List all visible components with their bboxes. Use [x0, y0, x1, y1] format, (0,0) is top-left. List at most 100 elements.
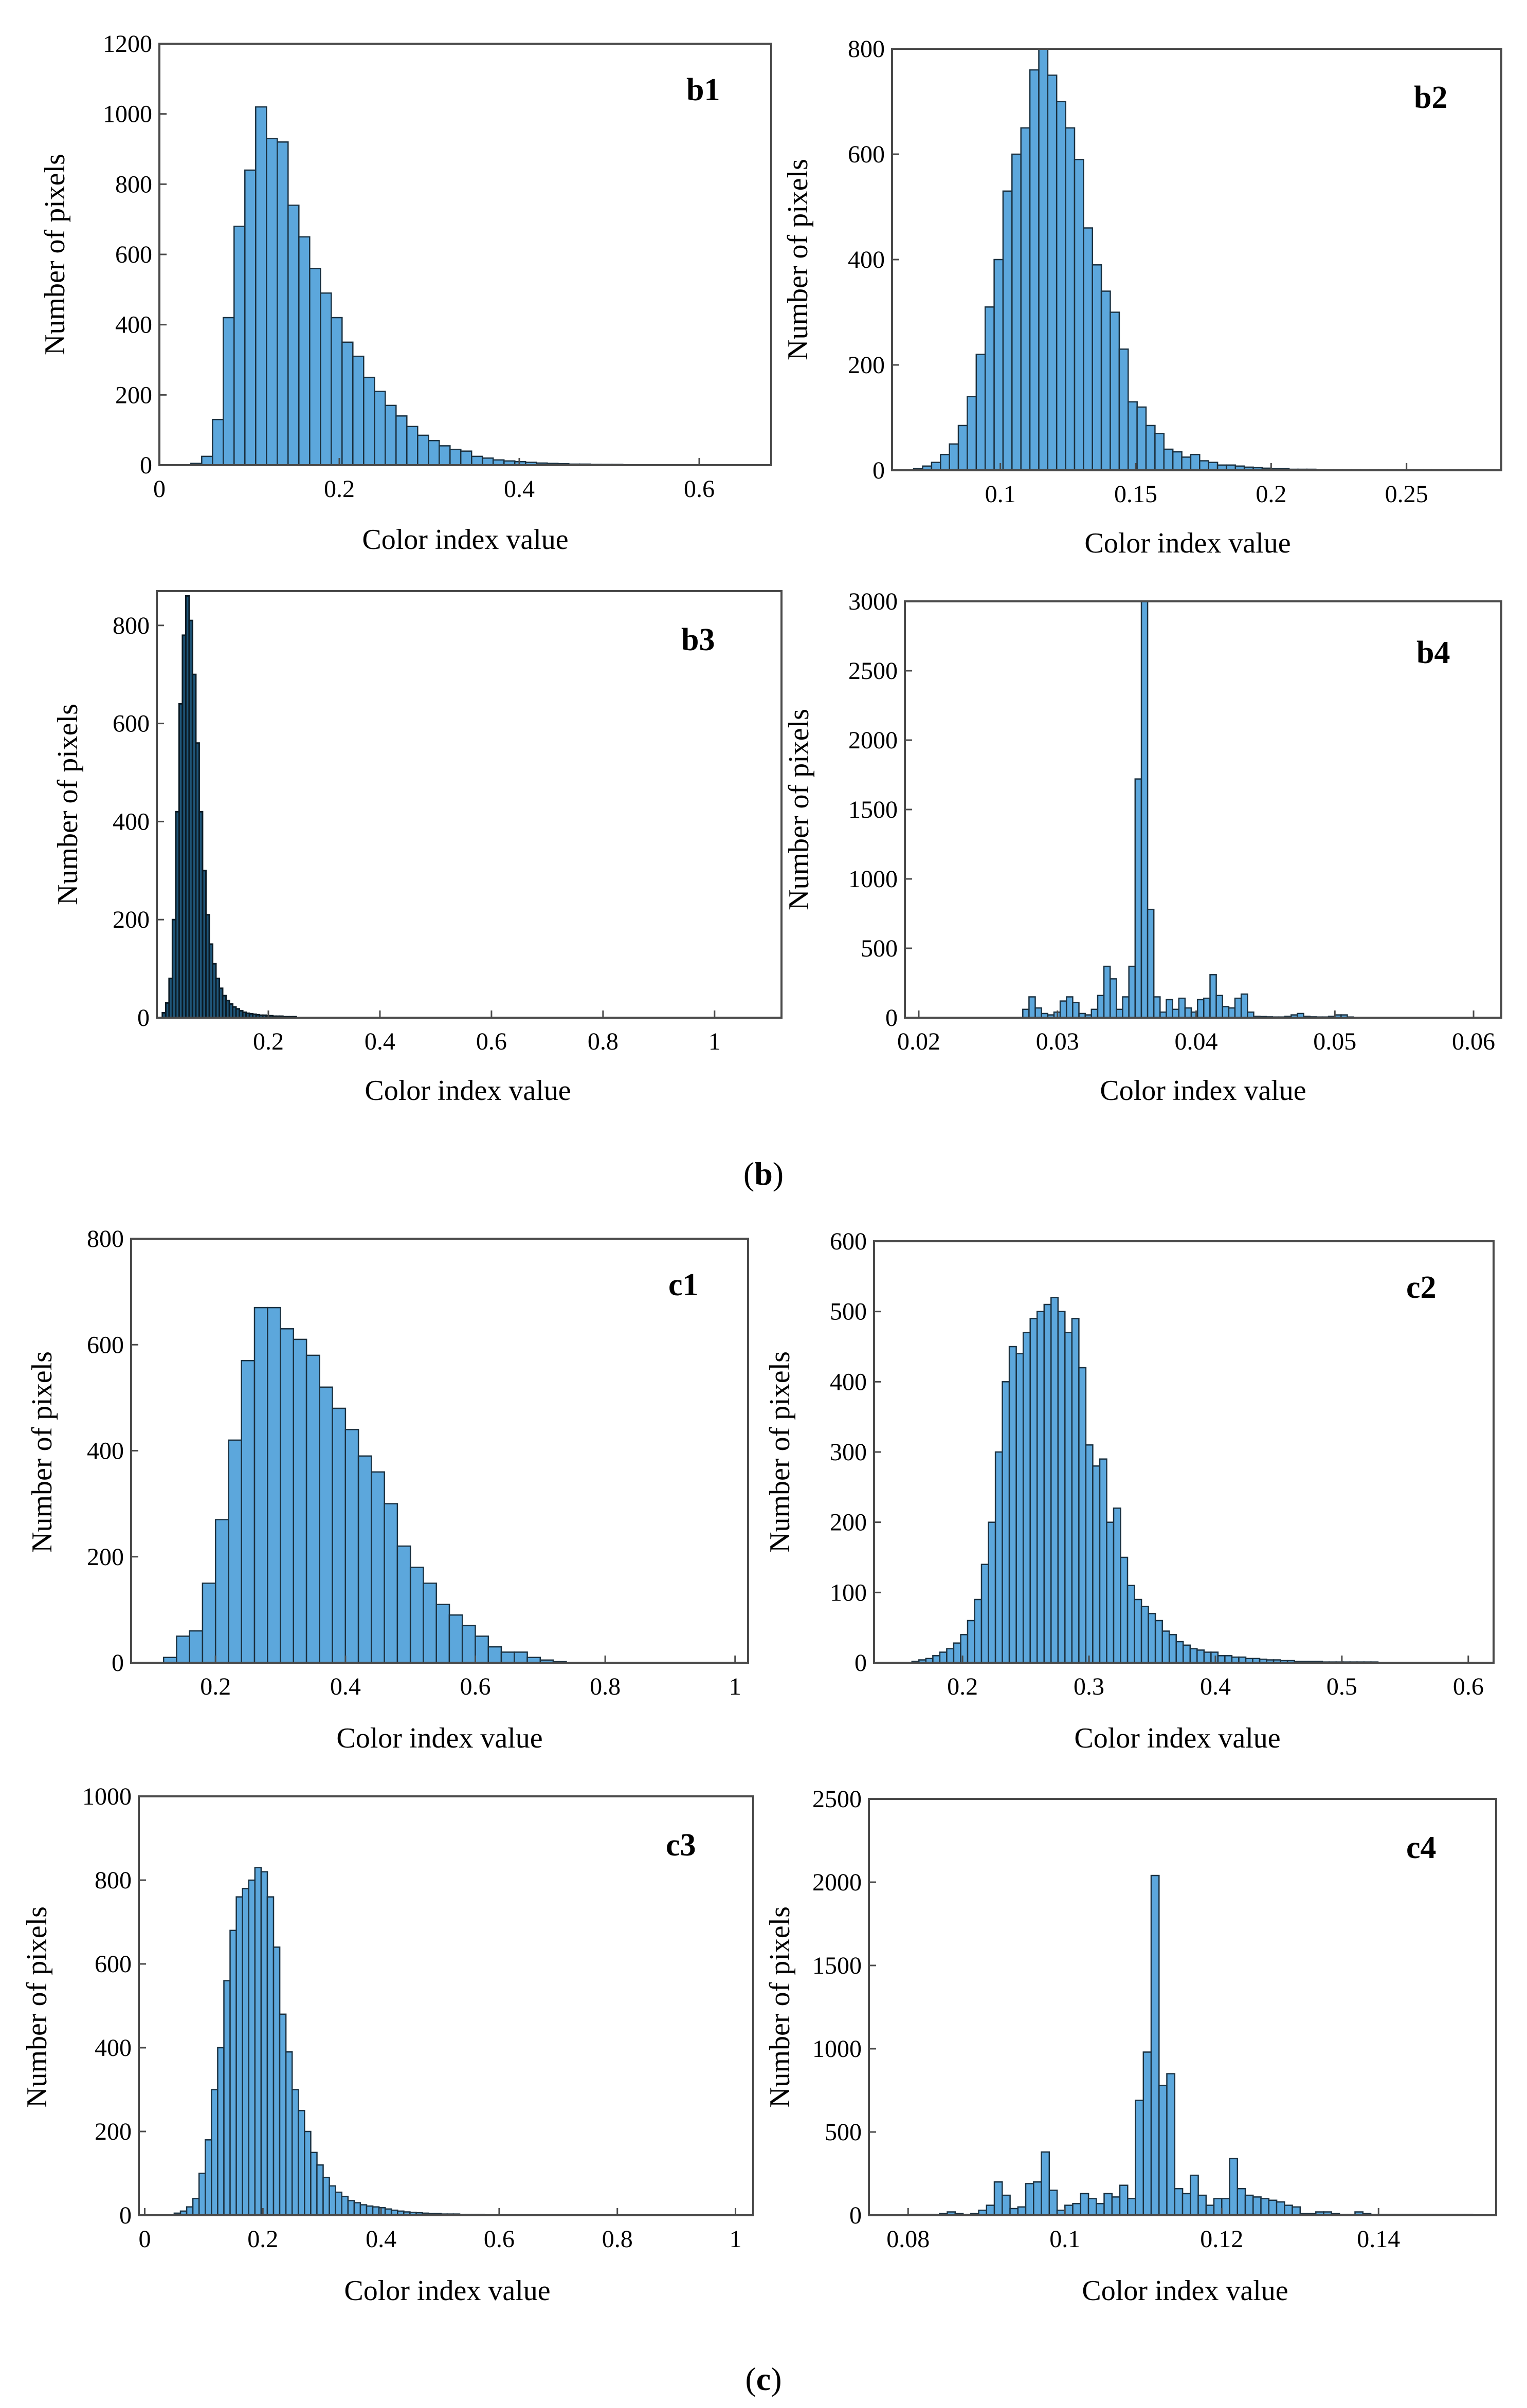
xtick-label-c1-2: 0.6: [460, 1673, 490, 1700]
axes-box-b1: [158, 43, 772, 466]
bar-c3-31: [366, 2205, 374, 2216]
bar-b1-3: [223, 317, 235, 466]
bar-c3-20: [297, 2110, 305, 2216]
bars-b2: [913, 48, 1486, 471]
bar-c4-23: [1087, 2198, 1097, 2216]
bar-c1-8: [267, 1307, 281, 1664]
axes-box-b4: [904, 600, 1502, 1019]
axes-box-c1: [130, 1238, 749, 1664]
xtick-label-b3-1: 0.4: [365, 1028, 395, 1055]
bar-b4-6: [1059, 1000, 1067, 1019]
yticks-c3: 0 200 400 600 800 1000: [82, 1783, 146, 2229]
bar-c4-18: [1048, 2190, 1058, 2216]
bar-c4-24: [1096, 2203, 1105, 2216]
bar-c4-42: [1237, 2188, 1246, 2216]
bar-c2-23: [1071, 1318, 1080, 1664]
bar-c4-20: [1064, 2204, 1074, 2216]
bar-c4-37: [1197, 2194, 1207, 2216]
bar-b4-29: [1203, 997, 1211, 1019]
bar-b4-33: [1228, 1007, 1236, 1019]
bars-c1: [162, 1307, 567, 1664]
bar-b4-15: [1116, 1008, 1123, 1019]
bar-b2-20: [1092, 264, 1102, 471]
bar-c3-7: [217, 2047, 225, 2216]
xtick-label-b3-4: 1: [708, 1028, 721, 1055]
bar-c4-39: [1213, 2198, 1223, 2216]
bar-c1-13: [332, 1407, 347, 1664]
ytick-label-b3-2: 400: [113, 808, 150, 835]
bar-b4-18: [1134, 778, 1142, 1019]
bar-b4-7: [1066, 996, 1074, 1019]
bar-c4-34: [1174, 2188, 1184, 2216]
bar-c3-9: [229, 1929, 237, 2216]
bar-c1-7: [253, 1307, 268, 1664]
bar-c1-22: [448, 1614, 463, 1664]
bar-c3-8: [223, 1980, 231, 2216]
bar-c3-28: [347, 2200, 355, 2216]
bar-c2-7: [960, 1634, 969, 1664]
chart-b3: 0.2 0.4 0.6 0.8 1 0 200 400 600 800 b3 Color ind…: [52, 590, 783, 1107]
bar-b2-3: [940, 454, 950, 471]
bar-c1-4: [214, 1519, 229, 1664]
xtick-label-c3-4: 0.8: [602, 2226, 633, 2253]
bar-c2-27: [1099, 1458, 1107, 1664]
yticks-b2: 0 200 400 600 800: [848, 35, 899, 484]
ytick-label-b2-4: 800: [848, 35, 885, 63]
xticks-b3: 0.2 0.4 0.6 0.8 1: [253, 1010, 721, 1055]
ytick-label-c1-1: 200: [87, 1543, 124, 1571]
bar-b4-34: [1234, 997, 1242, 1019]
bar-c2-38: [1175, 1641, 1184, 1664]
xtick-label-b1-0: 0: [153, 475, 166, 503]
bar-c2-14: [1008, 1346, 1017, 1664]
chart-c2: 0.2 0.3 0.4 0.5 0.6 0 100 200 300 400 500 600 c2 C…: [764, 1228, 1495, 1754]
caption-b-letter: b: [754, 1155, 773, 1192]
bar-b1-14: [341, 341, 354, 466]
x-axis-label-b3: Color index value: [365, 1075, 571, 1107]
chart-b1: 0 0.2 0.4 0.6 0 200 400 600 800 1000 1200 b1 Colo…: [39, 30, 772, 556]
bar-b4-28: [1196, 999, 1205, 1019]
ytick-label-c1-0: 0: [112, 1649, 124, 1677]
bar-c4-40: [1221, 2198, 1230, 2216]
bar-b2-31: [1190, 454, 1201, 471]
bars-b1: [190, 106, 753, 466]
bar-c1-11: [305, 1354, 320, 1664]
bar-c4-35: [1181, 2193, 1191, 2216]
y-axis-label-b4: Number of pixels: [783, 709, 815, 910]
bar-b1-27: [481, 457, 494, 466]
xtick-label-c2-1: 0.3: [1074, 1673, 1104, 1700]
bar-c4-22: [1080, 2193, 1089, 2216]
bar-b2-21: [1100, 290, 1111, 471]
xticks-c3: 0 0.2 0.4 0.6 0.8 1: [138, 2208, 742, 2253]
bar-c2-40: [1189, 1648, 1198, 1664]
x-axis-label-b2: Color index value: [1084, 527, 1290, 559]
y-axis-label-b3: Number of pixels: [52, 704, 84, 905]
bar-c4-31: [1150, 1874, 1160, 2216]
xticks-b2: 0.1 0.15 0.2 0.25: [985, 463, 1428, 508]
ytick-label-c2-4: 400: [830, 1368, 867, 1395]
xtick-label-b1-1: 0.2: [324, 475, 355, 503]
bar-c4-41: [1229, 2158, 1239, 2216]
bar-c2-21: [1057, 1311, 1066, 1664]
ytick-label-b1-1: 200: [115, 381, 152, 409]
ytick-label-b4-5: 2500: [848, 657, 898, 685]
xticks-c2: 0.2 0.3 0.4 0.5 0.6: [947, 1656, 1484, 1700]
xtick-label-c4-2: 0.12: [1200, 2226, 1243, 2253]
y-axis-label-b1: Number of pixels: [39, 154, 71, 355]
bar-c2-33: [1140, 1606, 1149, 1664]
bar-c3-33: [378, 2207, 386, 2216]
bar-c2-39: [1183, 1644, 1191, 1664]
ytick-label-b4-1: 500: [861, 935, 898, 962]
caption-b: (b): [743, 1155, 784, 1192]
ytick-label-b1-4: 800: [115, 171, 152, 198]
bar-b1-7: [266, 138, 278, 466]
ytick-label-b4-0: 0: [885, 1004, 898, 1032]
bar-b1-15: [352, 355, 365, 466]
bar-b4-8: [1072, 1002, 1080, 1019]
xtick-label-c2-4: 0.6: [1453, 1673, 1484, 1700]
bar-b1-22: [428, 439, 440, 466]
yticks-c2: 0 100 200 300 400 500 600: [830, 1228, 881, 1677]
bar-c4-33: [1166, 2073, 1176, 2216]
bar-b1-24: [449, 449, 462, 466]
panel-label-b3: b3: [681, 622, 715, 657]
bar-b1-16: [363, 376, 375, 466]
